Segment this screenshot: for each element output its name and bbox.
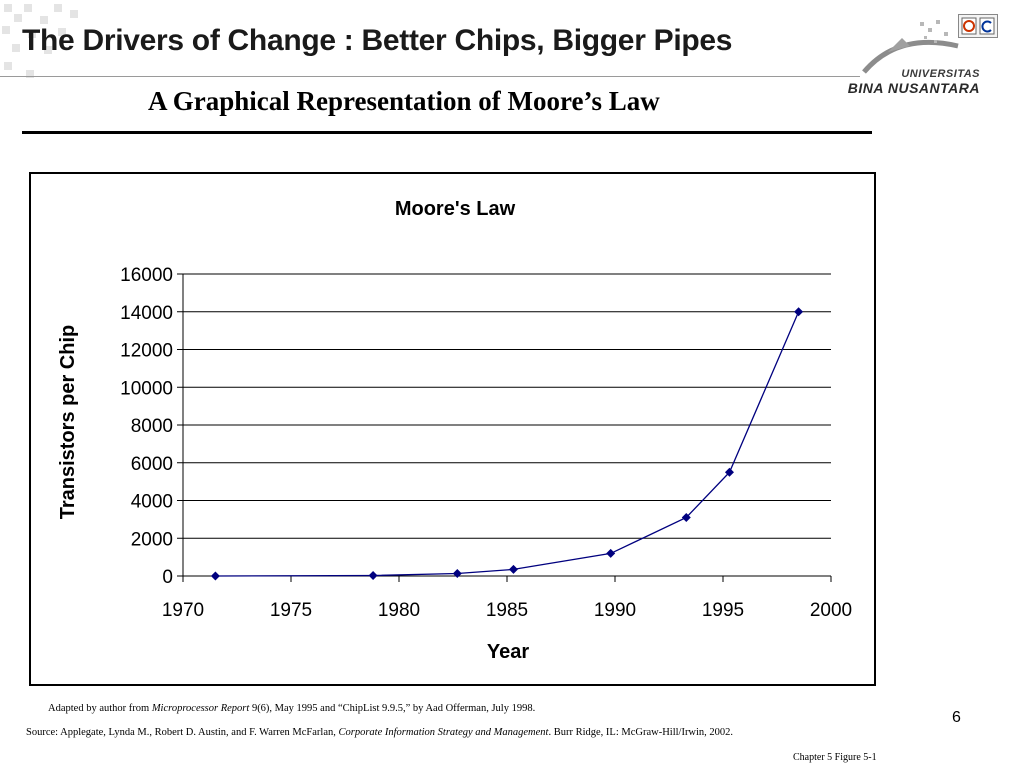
data-point — [794, 307, 804, 317]
y-tick-label: 10000 — [120, 378, 173, 399]
chart-gridlines — [183, 273, 831, 539]
data-point — [724, 467, 734, 477]
y-tick-label: 14000 — [120, 303, 173, 324]
navigation-icons[interactable] — [958, 14, 998, 38]
y-tick-label: 0 — [162, 567, 173, 588]
subtitle-divider — [22, 131, 872, 134]
slide-subtitle: A Graphical Representation of Moore’s La… — [148, 86, 660, 116]
title-divider — [0, 76, 860, 77]
series-line — [215, 311, 800, 577]
y-tick-label: 6000 — [131, 454, 173, 475]
x-tick-label: 1975 — [270, 600, 312, 621]
x-tick-label: 1970 — [162, 600, 204, 621]
x-axis-label: Year — [487, 641, 529, 663]
source-suffix: . Burr Ridge, IL: McGraw-Hill/Irwin, 200… — [548, 727, 734, 738]
slide-title: The Drivers of Change : Better Chips, Bi… — [22, 24, 733, 57]
source-citation: Source: Applegate, Lynda M., Robert D. A… — [26, 727, 733, 738]
x-tick-label: 1985 — [486, 600, 528, 621]
logo-swoosh-icon — [862, 20, 959, 74]
page-number: 6 — [952, 709, 961, 726]
home-icon[interactable] — [959, 15, 997, 37]
adapted-from-note: Adapted by author from Microprocessor Re… — [48, 703, 535, 714]
logo-text-line2: BINA NUSANTARA — [847, 80, 980, 96]
chart-title: Moore's Law — [395, 198, 516, 220]
chart-tick-labels: 0 2000 4000 6000 8000 10000 12000 14000 16000 197… — [120, 265, 852, 621]
logo-text-line1: UNIVERSITAS — [901, 68, 980, 80]
y-tick-label: 4000 — [131, 492, 173, 513]
data-point — [210, 571, 220, 581]
adapted-suffix: 9(6), May 1995 and “ChipList 9.9.5,” by … — [249, 703, 536, 714]
source-prefix: Source: Applegate, Lynda M., Robert D. A… — [26, 727, 339, 738]
y-axis-label: Transistors per Chip — [57, 325, 79, 520]
data-point — [452, 568, 462, 578]
chart-series — [210, 307, 804, 581]
y-tick-label: 16000 — [120, 265, 173, 286]
x-tick-label: 1980 — [378, 600, 420, 621]
data-point — [508, 564, 518, 574]
adapted-prefix: Adapted by author from — [48, 703, 152, 714]
y-tick-label: 2000 — [131, 529, 173, 550]
decorative-squares — [0, 0, 120, 90]
moores-law-chart: Moore's Law Transistors per Chip Year 0 2… — [57, 198, 852, 663]
chart-frame: Moore's Law Transistors per Chip Year 0 2… — [29, 172, 876, 686]
chapter-label: Chapter 5 Figure 5-1 — [793, 752, 877, 763]
data-point — [368, 570, 378, 580]
x-tick-label: 1995 — [702, 600, 744, 621]
adapted-publication: Microprocessor Report — [151, 703, 250, 714]
data-point — [606, 548, 616, 558]
y-tick-label: 8000 — [131, 416, 173, 437]
data-point — [681, 512, 691, 522]
y-tick-label: 12000 — [120, 341, 173, 362]
x-tick-label: 1990 — [594, 600, 636, 621]
university-logo: UNIVERSITAS BINA NUSANTARA — [848, 12, 1008, 96]
chart-axes — [177, 273, 832, 582]
x-tick-label: 2000 — [810, 600, 852, 621]
source-book-title: Corporate Information Strategy and Manag… — [338, 727, 549, 738]
